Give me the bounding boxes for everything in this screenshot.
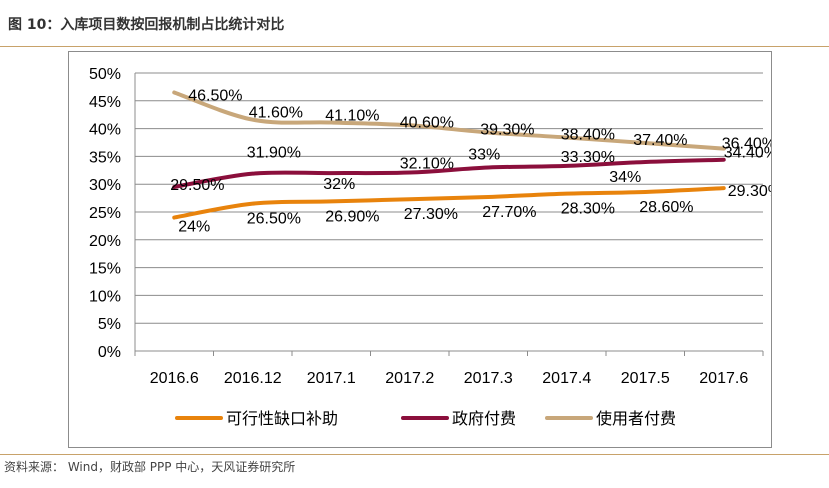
x-tick-label: 2017.1 — [307, 370, 356, 387]
y-tick-label: 5% — [98, 316, 121, 333]
x-tick-label: 2016.12 — [224, 370, 282, 387]
data-label: 46.50% — [188, 87, 242, 104]
data-label: 34% — [609, 169, 641, 186]
data-label: 39.30% — [480, 121, 534, 138]
data-label: 41.10% — [325, 107, 379, 124]
data-label: 37.40% — [633, 132, 687, 149]
bottom-divider — [0, 454, 829, 455]
legend-label: 可行性缺口补助 — [226, 409, 338, 428]
y-tick-label: 30% — [89, 177, 121, 194]
legend-label: 政府付费 — [452, 409, 516, 428]
data-label: 27.70% — [482, 204, 536, 221]
y-tick-label: 40% — [89, 122, 121, 139]
chart-frame: 0% 5% 10% 15% 20% 25% 30% 35% 40% 45% 50% 2016.6 201… — [68, 51, 772, 448]
data-label: 40.60% — [400, 114, 454, 131]
x-tick-label: 2017.3 — [464, 370, 513, 387]
x-tick-label: 2017.5 — [621, 370, 670, 387]
data-label: 33.30% — [561, 149, 615, 166]
line-chart: 0% 5% 10% 15% 20% 25% 30% 35% 40% 45% 50% 2016.6 201… — [89, 66, 771, 428]
data-label: 31.90% — [247, 145, 301, 162]
data-label: 32.10% — [400, 156, 454, 173]
data-label: 29.30% — [728, 183, 771, 200]
y-tick-label: 35% — [89, 149, 121, 166]
data-label: 36.40% — [722, 136, 771, 153]
figure-title: 图 10：入库项目数按回报机制占比统计对比 — [8, 17, 285, 33]
legend-label: 使用者付费 — [596, 409, 676, 428]
data-label: 29.50% — [170, 177, 224, 194]
data-label: 32% — [323, 176, 355, 193]
data-label: 34.40% — [724, 145, 771, 162]
top-divider — [0, 46, 829, 47]
data-label: 28.60% — [639, 199, 693, 216]
y-tick-label: 10% — [89, 288, 121, 305]
series-user-pay-line — [172, 90, 726, 151]
y-tick-label: 20% — [89, 233, 121, 250]
y-tick-label: 0% — [98, 344, 121, 361]
x-tick-label: 2017.4 — [542, 370, 591, 387]
y-tick-label: 50% — [89, 66, 121, 83]
x-tick-label: 2016.6 — [150, 370, 199, 387]
source-note: 资料来源： Wind，财政部 PPP 中心，天风证券研究所 — [4, 460, 296, 474]
data-label: 24% — [178, 219, 210, 236]
data-label: 26.50% — [247, 211, 301, 228]
data-label: 27.30% — [404, 206, 458, 223]
data-label: 38.40% — [561, 126, 615, 143]
x-tick-label: 2017.6 — [699, 370, 748, 387]
data-label: 28.30% — [561, 201, 615, 218]
y-tick-label: 15% — [89, 261, 121, 278]
x-tick-label: 2017.2 — [385, 370, 434, 387]
y-tick-label: 25% — [89, 205, 121, 222]
series-vgf-line — [172, 186, 726, 220]
y-tick-label: 45% — [89, 94, 121, 111]
data-label: 41.60% — [249, 105, 303, 122]
series-gov-pay-line — [172, 157, 726, 189]
data-label: 33% — [468, 147, 500, 164]
data-label: 26.90% — [325, 208, 379, 225]
